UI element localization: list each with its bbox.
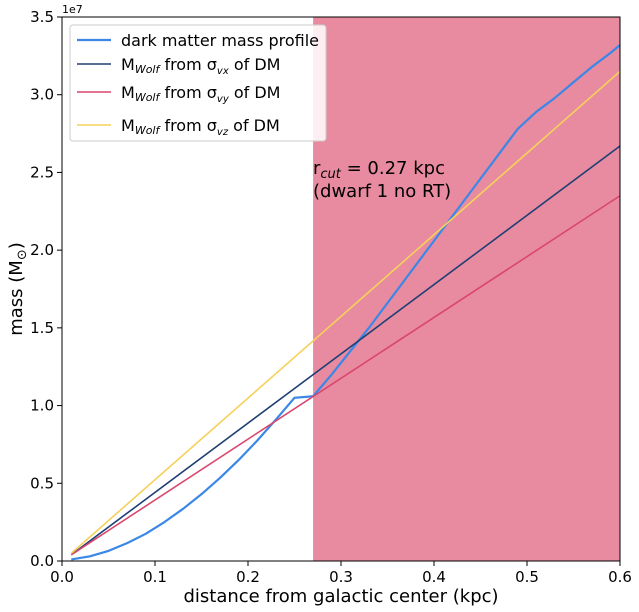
legend-box (69, 24, 327, 142)
legend-label-mwolf-vy: MWolf from σvy of DM (121, 83, 280, 105)
annotation-line1: rcut = 0.27 kpc (313, 158, 445, 182)
y-tick-label: 2.0 (30, 241, 54, 259)
x-tick-label: 0.2 (236, 568, 260, 586)
y-tick-label: 2.5 (30, 163, 54, 181)
x-axis-label: distance from galactic center (kpc) (183, 586, 498, 607)
y-tick-label: 1.0 (30, 397, 54, 415)
series-line-2 (70, 195, 621, 556)
y-tick-label: 1.5 (30, 319, 54, 337)
y-axis-label-main: mass (M (6, 260, 27, 336)
legend: dark matter mass profile MWolf from σvx … (69, 24, 327, 142)
x-tick-label: 0.6 (608, 568, 632, 586)
series-layer (70, 44, 621, 561)
y-tick-label: 3.0 (30, 86, 54, 104)
series-line-3 (70, 70, 621, 554)
y-tick-label: 0.0 (30, 552, 54, 570)
y-exponent-label: 1e7 (62, 3, 83, 16)
legend-label-mwolf-vx: MWolf from σvx of DM (121, 55, 280, 77)
series-line-1 (70, 145, 621, 556)
y-axis-label: mass (M⊙) (6, 242, 30, 336)
x-tick-label: 0.3 (329, 568, 353, 586)
y-axis-label-sub: ⊙ (15, 249, 30, 260)
annotation-r: r (313, 158, 321, 179)
x-tick-label: 0.5 (515, 568, 539, 586)
legend-label-mwolf-vz: MWolf from σvz of DM (121, 116, 280, 138)
x-tick-label: 0.4 (422, 568, 446, 586)
series-line-0 (71, 44, 621, 561)
x-tick-label: 0.0 (50, 568, 74, 586)
ticks-layer: 0.0 0.1 0.2 0.3 0.4 0.5 0.6 0.0 0.5 1.0 1.5 2.0 2.5 3… (30, 8, 632, 586)
annotation-line2: (dwarf 1 no RT) (313, 181, 451, 202)
y-tick-label: 3.5 (30, 8, 54, 26)
shaded-region (313, 17, 620, 561)
annotation-value: = 0.27 kpc (341, 158, 445, 179)
x-tick-label: 0.1 (143, 568, 167, 586)
annotation-cut: cut (320, 167, 341, 182)
y-tick-label: 0.5 (30, 474, 54, 492)
y-axis-label-close: ) (6, 242, 27, 249)
legend-label-dm-profile: dark matter mass profile (121, 31, 319, 50)
